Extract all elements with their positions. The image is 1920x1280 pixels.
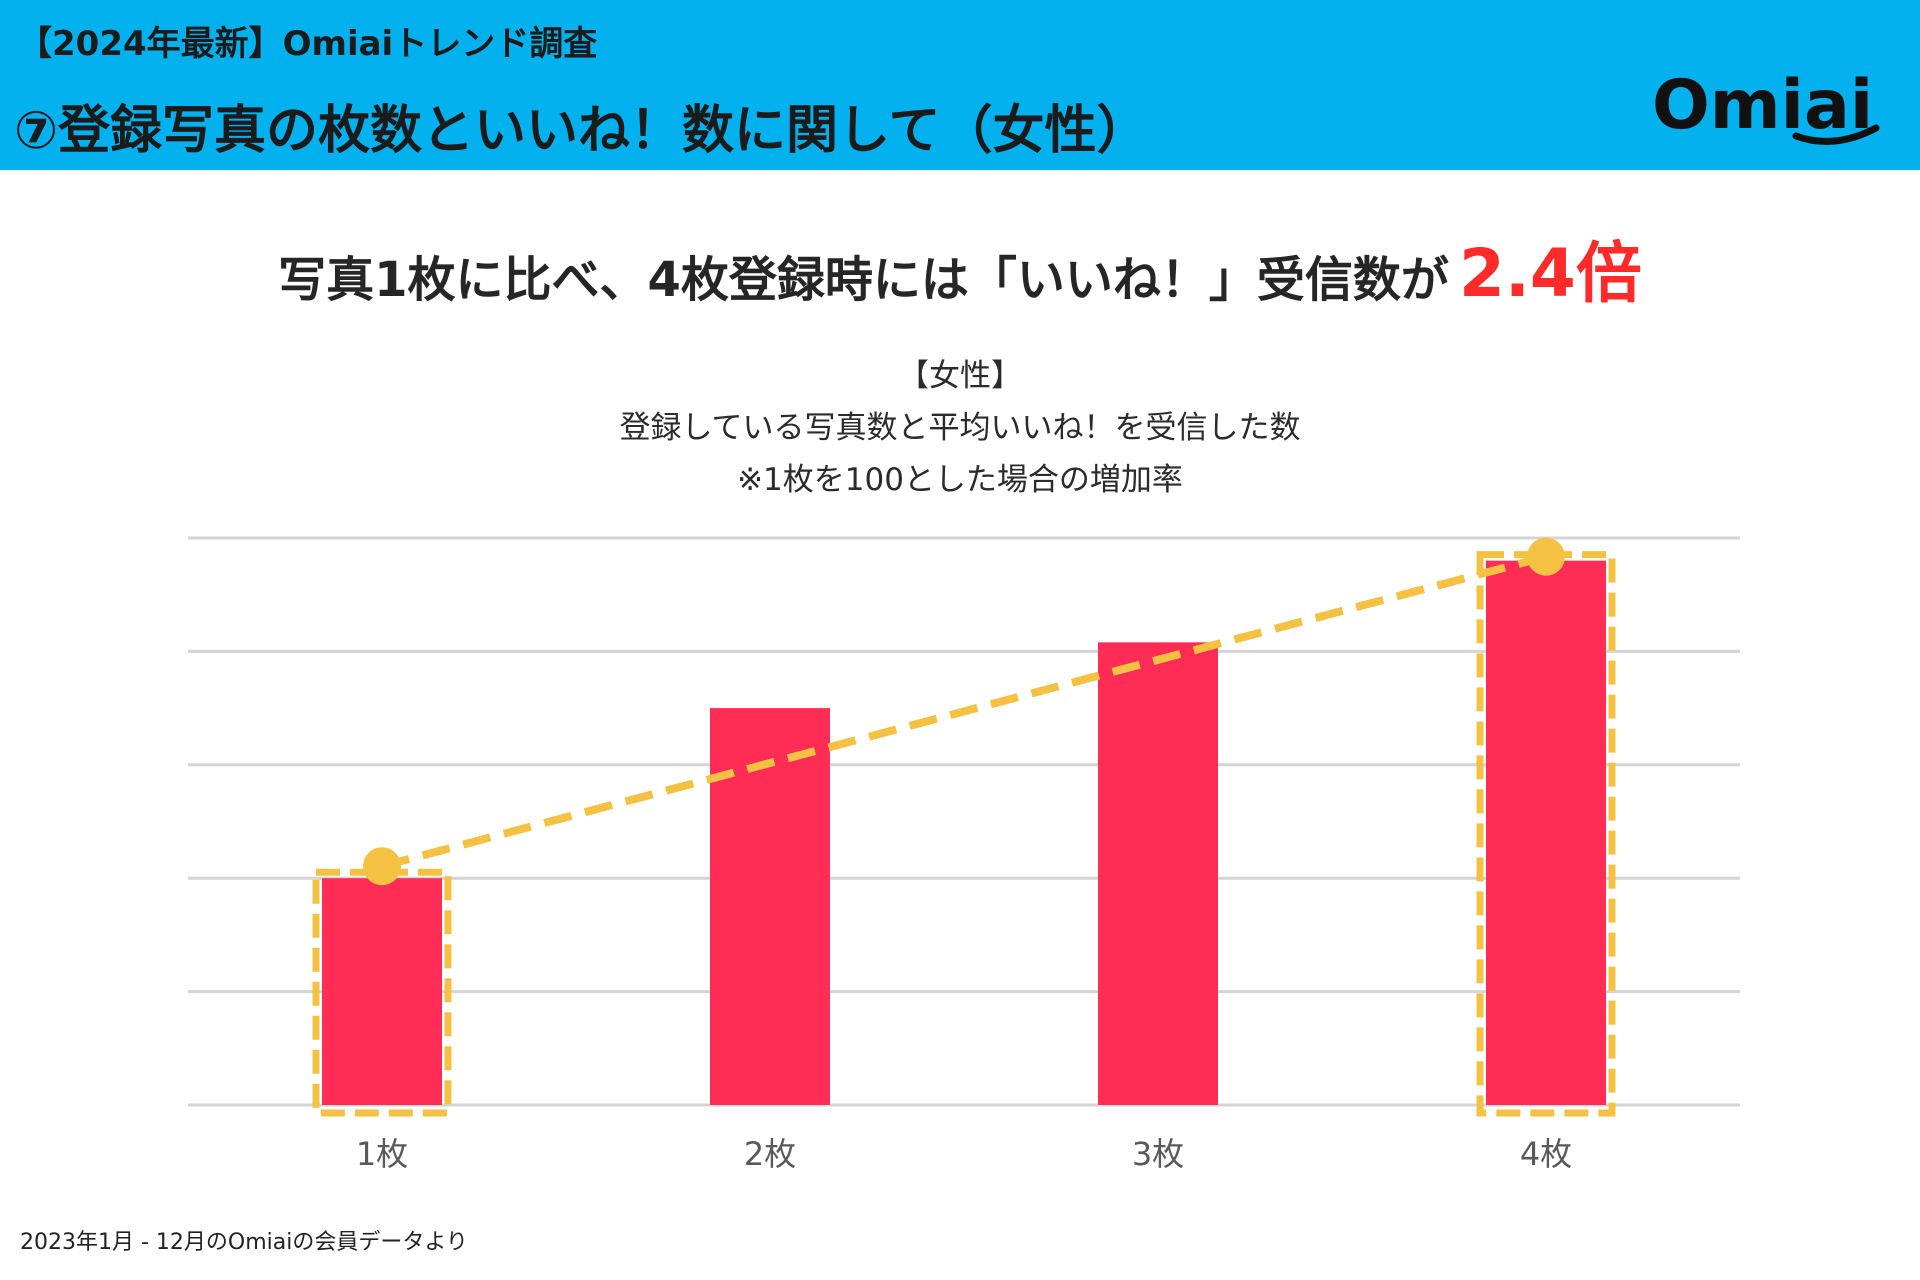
- trend-point-end: [1527, 537, 1565, 576]
- bar-1: [322, 878, 442, 1105]
- highlight-box-1: [312, 868, 452, 1117]
- x-tick-label-3: 3枚: [1132, 1135, 1184, 1173]
- chart-title-line-3: ※1枚を100とした場合の増加率: [737, 462, 1183, 498]
- highlight-box-4: [1476, 551, 1616, 1117]
- chart-title-line-1: 【女性】: [898, 358, 1022, 394]
- logo-text: Omiai: [1652, 66, 1873, 145]
- header-banner: 【2024年最新】Omiaiトレンド調査 ⑦登録写真の枚数といいね！数に関して（…: [0, 0, 1920, 170]
- bar-4: [1486, 560, 1606, 1105]
- page-title: ⑦登録写真の枚数といいね！数に関して（女性）: [14, 101, 1149, 161]
- x-tick-label-2: 2枚: [744, 1135, 796, 1173]
- trend-line: [380, 552, 1548, 871]
- header-subtitle: 【2024年最新】Omiaiトレンド調査: [18, 24, 598, 64]
- headline: 写真1枚に比べ、4枚登録時には「いいね！」受信数が 2.4倍: [0, 220, 1920, 316]
- chart-title-block: 【女性】 登録している写真数と平均いいね！を受信した数 ※1枚を100とした場合…: [0, 350, 1920, 506]
- chart-title-line-2: 登録している写真数と平均いいね！を受信した数: [619, 410, 1301, 446]
- x-tick-label-1: 1枚: [356, 1135, 408, 1173]
- x-tick-label-4: 4枚: [1520, 1135, 1572, 1173]
- headline-accent: 2.4倍: [1458, 235, 1642, 312]
- bar-2: [710, 708, 830, 1105]
- headline-text: 写真1枚に比べ、4枚登録時には「いいね！」受信数が: [278, 252, 1449, 308]
- omiai-logo: Omiai: [1652, 66, 1880, 145]
- footnote: 2023年1月 - 12月のOmiaiの会員データより: [20, 1230, 468, 1255]
- bar-3: [1098, 642, 1218, 1105]
- trend-point-start: [363, 847, 401, 886]
